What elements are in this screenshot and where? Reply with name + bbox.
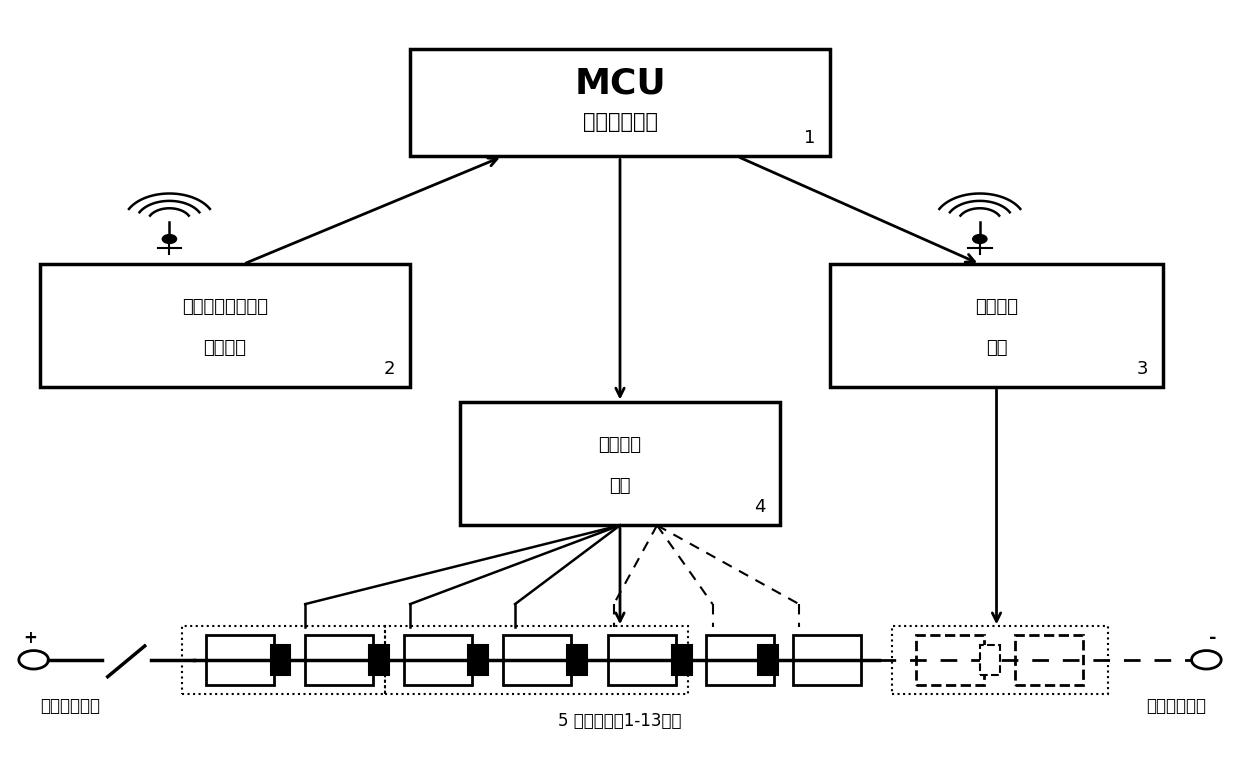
Text: 模块: 模块 bbox=[986, 339, 1007, 357]
Bar bbox=[469, 645, 487, 675]
Bar bbox=[370, 645, 389, 675]
Text: 3: 3 bbox=[1137, 360, 1148, 378]
Text: 4: 4 bbox=[754, 498, 765, 516]
Bar bbox=[404, 635, 472, 685]
Bar bbox=[207, 635, 274, 685]
Bar bbox=[305, 635, 373, 685]
Text: 高压动力母线: 高压动力母线 bbox=[1146, 697, 1207, 715]
Circle shape bbox=[162, 235, 176, 244]
Bar bbox=[608, 635, 676, 685]
Text: MCU: MCU bbox=[574, 67, 666, 101]
Bar bbox=[672, 645, 692, 675]
Bar bbox=[916, 635, 985, 685]
Text: 电压、电流和温度: 电压、电流和温度 bbox=[182, 298, 268, 316]
Text: 均衡放电: 均衡放电 bbox=[975, 298, 1018, 316]
Bar bbox=[386, 625, 688, 694]
Bar bbox=[502, 635, 570, 685]
Bar bbox=[892, 625, 1107, 694]
Text: 模块: 模块 bbox=[609, 477, 631, 495]
Bar bbox=[270, 645, 290, 675]
Text: -: - bbox=[1209, 629, 1216, 647]
Text: +: + bbox=[24, 629, 37, 647]
Text: 2: 2 bbox=[384, 360, 396, 378]
Bar bbox=[830, 264, 1163, 387]
Circle shape bbox=[972, 235, 987, 244]
Bar bbox=[981, 645, 1001, 675]
Text: 1: 1 bbox=[804, 129, 815, 147]
Bar bbox=[410, 49, 830, 156]
Text: 监控模块: 监控模块 bbox=[203, 339, 247, 357]
Bar bbox=[40, 264, 410, 387]
Text: 高压动力母线: 高压动力母线 bbox=[40, 697, 99, 715]
Bar bbox=[460, 402, 780, 526]
Bar bbox=[707, 635, 774, 685]
Bar bbox=[1016, 635, 1083, 685]
Text: 电池散热: 电池散热 bbox=[599, 437, 641, 454]
Text: 中央控制单元: 中央控制单元 bbox=[583, 112, 657, 132]
Text: 5 电池模块（1-13节）: 5 电池模块（1-13节） bbox=[558, 712, 682, 731]
Bar bbox=[567, 645, 587, 675]
Bar bbox=[182, 625, 386, 694]
Bar bbox=[792, 635, 861, 685]
Bar bbox=[758, 645, 777, 675]
